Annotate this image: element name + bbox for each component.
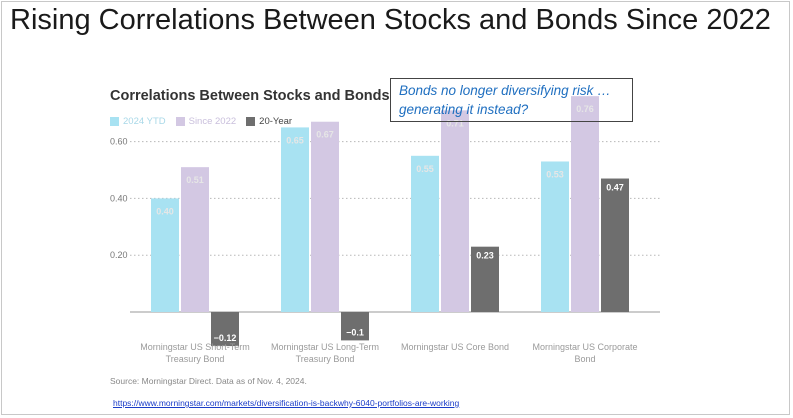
bar-label-2-3: 0.47 — [606, 183, 624, 193]
bar-2-0 — [211, 312, 239, 347]
bar-1-1 — [311, 121, 339, 312]
bar-label-0-0: 0.40 — [156, 206, 174, 216]
legend-item-20-year: 20-Year — [246, 116, 292, 127]
source-url-link[interactable]: https://www.morningstar.com/markets/dive… — [113, 398, 460, 408]
bar-label-2-2: 0.23 — [476, 251, 494, 261]
bar-label-1-3: 0.76 — [576, 104, 594, 114]
bar-label-2-1: −0.1 — [346, 327, 364, 337]
y-tick-label: 0.40 — [110, 193, 128, 203]
bar-0-1 — [281, 127, 309, 313]
category-label-line: Morningstar US Long-Term — [271, 342, 379, 352]
bar-0-3 — [541, 161, 569, 312]
category-label: Morningstar US Core Bond — [401, 342, 509, 352]
category-label: Morningstar US Corporate Bond — [532, 342, 637, 364]
category-label: Morningstar US Long-Term Treasury Bond — [271, 342, 379, 364]
category-label: Morningstar US Short-Term Treasury Bond — [140, 342, 250, 364]
bar-2-3 — [601, 178, 629, 312]
bar-label-1-0: 0.51 — [186, 175, 204, 185]
legend-item-2024-ytd: 2024 YTD — [110, 116, 166, 127]
bar-2-1 — [341, 312, 369, 341]
bar-0-2 — [411, 155, 439, 312]
bar-1-3 — [571, 96, 599, 312]
callout-box: Bonds no longer diversifying risk … gene… — [390, 78, 633, 122]
legend-item-since-2022: Since 2022 — [175, 116, 237, 127]
legend-swatch-20-year — [246, 117, 256, 126]
category-label-line: Treasury Bond — [166, 354, 225, 364]
legend-swatch-since-2022 — [175, 117, 185, 126]
y-tick-label: 0.60 — [110, 137, 128, 147]
bar-label-0-1: 0.65 — [286, 135, 304, 145]
source-note: Source: Morningstar Direct. Data as of N… — [110, 376, 307, 386]
category-label-line: Morningstar US Short-Term — [140, 342, 250, 352]
category-label-line: Morningstar US Corporate — [532, 342, 637, 352]
bar-2-2 — [471, 246, 499, 312]
category-label-line: Bond — [574, 354, 595, 364]
bar-1-2 — [441, 110, 469, 312]
y-tick-label: 0.20 — [110, 250, 128, 260]
bar-label-2-0: −0.12 — [214, 333, 237, 343]
legend-swatch-2024-ytd — [110, 117, 119, 126]
bar-label-1-2: 0.71 — [446, 118, 464, 128]
legend-label-since-2022: Since 2022 — [188, 116, 237, 127]
bar-label-0-2: 0.55 — [416, 164, 434, 174]
bar-0-0 — [151, 198, 179, 312]
legend-label-20-year: 20-Year — [259, 116, 293, 127]
category-label-line: Treasury Bond — [296, 354, 355, 364]
slide-title: Rising Correlations Between Stocks and B… — [10, 4, 771, 36]
category-label-line: Morningstar US Core Bond — [401, 342, 509, 352]
bar-label-0-3: 0.53 — [546, 169, 564, 179]
chart-legend: 2024 YTD Since 2022 20-Year — [110, 116, 292, 127]
legend-label-2024-ytd: 2024 YTD — [123, 116, 166, 127]
bar-1-0 — [181, 167, 209, 312]
chart-title: Correlations Between Stocks and Bonds — [110, 88, 390, 104]
bar-label-1-1: 0.67 — [316, 130, 334, 140]
